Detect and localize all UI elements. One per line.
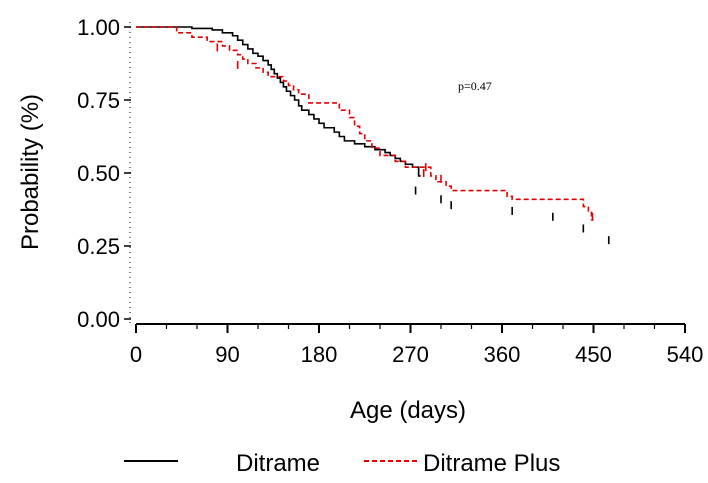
chart-axes xyxy=(129,22,685,325)
y-tick-label: 0.00 xyxy=(77,307,120,332)
p-value-annotation: p=0.47 xyxy=(458,79,492,93)
y-tick-label: 0.25 xyxy=(77,234,120,259)
legend: Ditrame Ditrame Plus xyxy=(124,450,560,477)
series-line-ditrame xyxy=(136,26,421,177)
y-axis-title: Probability (%) xyxy=(17,94,44,250)
x-tick-label: 270 xyxy=(392,342,429,367)
y-tick-label: 0.75 xyxy=(77,88,120,113)
legend-label-ditrame: Ditrame xyxy=(236,450,320,477)
legend-label-ditrame-plus: Ditrame Plus xyxy=(423,450,560,477)
chart-ticks: 0.00 0.25 0.50 0.75 1.00 0 90 180 270 360 450 540 xyxy=(77,15,703,367)
x-tick-label: 180 xyxy=(301,342,338,367)
x-tick-label: 0 xyxy=(130,342,142,367)
chart-series-layer xyxy=(136,26,594,221)
series-line-ditrame-plus xyxy=(136,26,594,221)
x-axis-title: Age (days) xyxy=(350,397,466,424)
y-tick-label: 0.50 xyxy=(77,161,120,186)
x-tick-label: 450 xyxy=(575,342,612,367)
y-tick-label: 1.00 xyxy=(77,15,120,40)
chart-censor-layer xyxy=(216,43,610,245)
x-tick-label: 360 xyxy=(484,342,521,367)
x-tick-label: 90 xyxy=(215,342,239,367)
x-tick-label: 540 xyxy=(667,342,704,367)
